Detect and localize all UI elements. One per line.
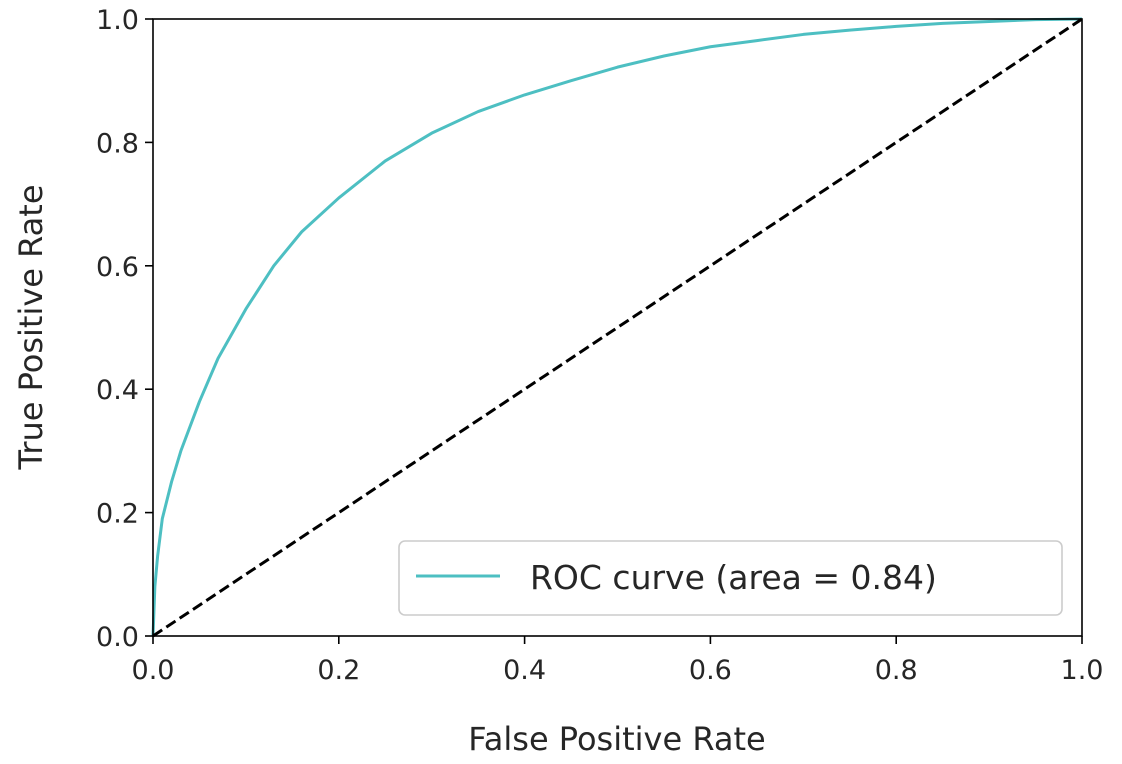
x-tick-label: 0.8 bbox=[875, 655, 918, 686]
y-tick-label: 0.0 bbox=[96, 622, 139, 653]
chance-diagonal-line bbox=[152, 17, 1083, 638]
x-tick-label: 0.6 bbox=[689, 655, 732, 686]
roc-curve-line bbox=[151, 17, 1083, 637]
y-tick-label: 0.4 bbox=[96, 375, 139, 406]
x-tick-label: 1.0 bbox=[1061, 655, 1104, 686]
y-tick-label: 0.8 bbox=[96, 128, 139, 159]
y-axis-label: True Positive Rate bbox=[12, 184, 50, 470]
plot-area bbox=[151, 17, 1083, 638]
x-tick-label: 0.2 bbox=[317, 655, 360, 686]
y-tick-label: 1.0 bbox=[96, 5, 139, 36]
legend: ROC curve (area = 0.84) bbox=[398, 540, 1063, 616]
y-tick-label: 0.6 bbox=[96, 252, 139, 283]
y-tick-label: 0.2 bbox=[96, 499, 139, 530]
legend-label: ROC curve (area = 0.84) bbox=[530, 558, 937, 597]
axis-ticks: 0.0 0.2 0.4 0.6 0.8 1.0 0.0 0.2 0.4 0.6 0.8 1.0 bbox=[96, 5, 1103, 686]
axes-frame bbox=[152, 18, 1083, 637]
x-axis-label: False Positive Rate bbox=[468, 720, 765, 758]
x-tick-label: 0.4 bbox=[503, 655, 546, 686]
x-tick-label: 0.0 bbox=[132, 655, 175, 686]
legend-box bbox=[398, 540, 1063, 616]
